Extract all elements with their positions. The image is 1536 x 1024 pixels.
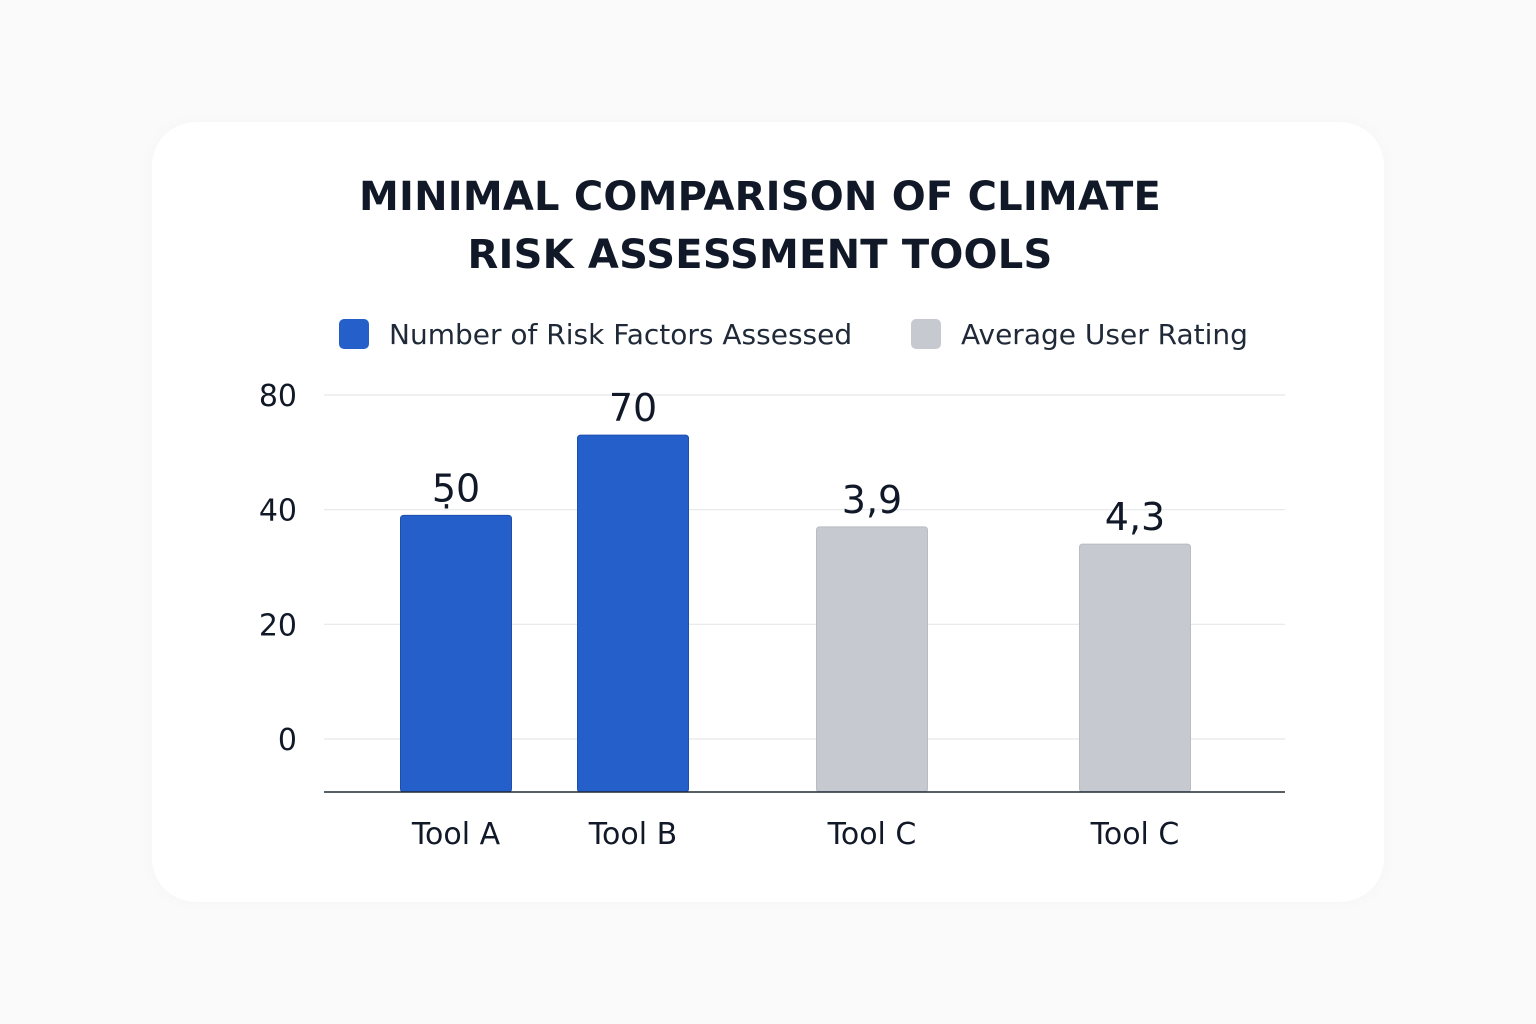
y-tick-label: 80 — [259, 379, 297, 414]
legend-swatch-risk-factors — [339, 319, 369, 349]
y-tick-label: 40 — [259, 494, 297, 529]
x-tick-label: Tool B — [588, 817, 677, 852]
data-label: 3,9 — [842, 478, 902, 522]
chart-title: MINIMAL COMPARISON OF CLIMATE RISK ASSES… — [0, 168, 1520, 284]
x-tick-label: Tool C — [1090, 817, 1180, 852]
legend-label-risk-factors: Number of Risk Factors Assessed — [389, 317, 853, 351]
bar — [400, 514, 512, 793]
legend-label-user-rating: Average User Rating — [961, 317, 1248, 351]
bar — [1079, 543, 1191, 793]
bar — [577, 434, 689, 793]
data-label: 70 — [609, 386, 657, 430]
legend-swatch-user-rating — [911, 319, 941, 349]
y-tick-label: 0 — [278, 723, 297, 758]
chart-title-line-2: RISK ASSESSMENT TOOLS — [467, 232, 1053, 278]
data-label: 5̣0 — [432, 466, 480, 510]
data-label: 4,3 — [1105, 495, 1165, 539]
bar — [816, 526, 928, 793]
y-tick-label: 20 — [259, 608, 297, 643]
x-tick-label: Tool C — [827, 817, 917, 852]
x-tick-label: Tool A — [411, 817, 501, 852]
legend-item-risk-factors: Number of Risk Factors Assessed — [339, 316, 852, 352]
legend-item-user-rating: Average User Rating — [911, 316, 1248, 352]
chart-title-line-1: MINIMAL COMPARISON OF CLIMATE — [359, 174, 1161, 220]
